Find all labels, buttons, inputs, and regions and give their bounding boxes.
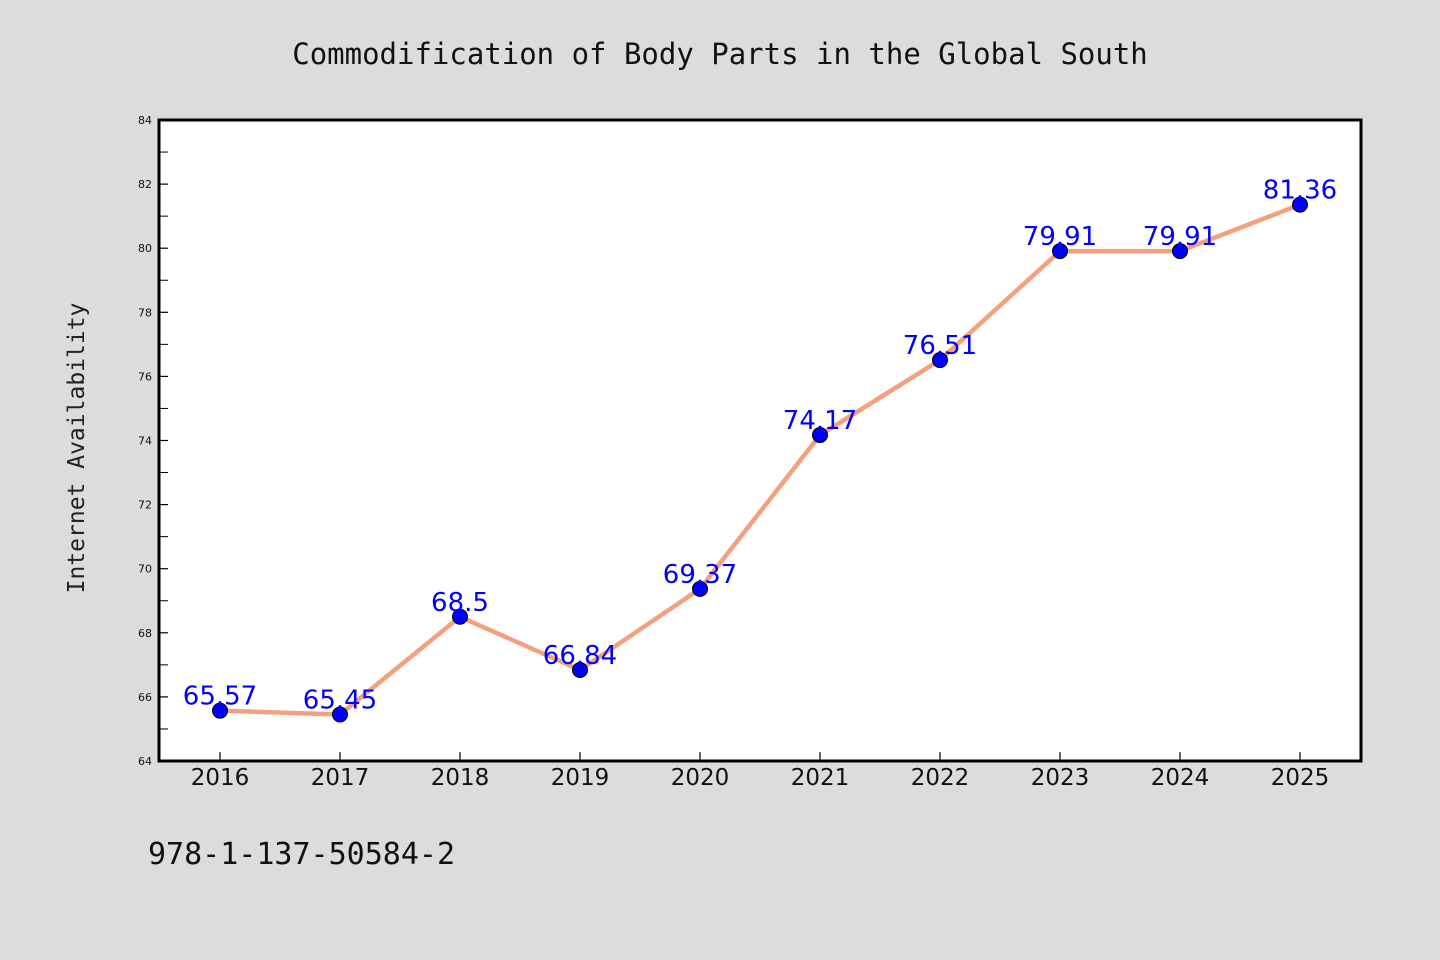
data-point-marker bbox=[1052, 243, 1068, 260]
x-tick-label: 2018 bbox=[431, 765, 490, 791]
x-tick-label: 2016 bbox=[191, 765, 250, 791]
data-point-marker bbox=[212, 702, 228, 719]
y-tick-label: 82 bbox=[138, 178, 152, 191]
x-tick-label: 2019 bbox=[551, 765, 610, 791]
data-label: 68.5 bbox=[431, 588, 489, 618]
data-label: 69.37 bbox=[663, 560, 737, 590]
data-label: 79.91 bbox=[1143, 222, 1217, 252]
series-line bbox=[219, 202, 1301, 717]
data-label: 65.57 bbox=[183, 682, 257, 712]
x-tick-label: 2023 bbox=[1031, 765, 1090, 791]
data-point-marker bbox=[1172, 243, 1188, 260]
data-labels: 65.57 65.45 68.5 66.84 69.37 74.17 76.51 79.91 7… bbox=[183, 176, 1337, 716]
y-tick-label: 78 bbox=[138, 306, 152, 319]
y-tick-label: 72 bbox=[138, 499, 152, 512]
y-axis: 64 66 68 70 72 74 76 78 80 82 84 bbox=[138, 114, 168, 768]
data-label: 81.36 bbox=[1263, 176, 1337, 206]
y-tick-label: 68 bbox=[138, 627, 152, 640]
y-tick-label: 76 bbox=[138, 370, 152, 383]
data-point-marker bbox=[1292, 196, 1308, 213]
y-tick-label: 70 bbox=[138, 563, 152, 576]
data-point-marker bbox=[572, 661, 588, 678]
plot-frame bbox=[157, 118, 1363, 763]
x-tick-label: 2025 bbox=[1271, 765, 1330, 791]
x-tick-label: 2017 bbox=[311, 765, 370, 791]
plot-area bbox=[159, 120, 1361, 761]
data-point-marker bbox=[812, 427, 828, 444]
data-point-marker bbox=[452, 608, 468, 625]
y-tick-label: 74 bbox=[138, 435, 152, 448]
x-tick-label: 2022 bbox=[911, 765, 970, 791]
data-point-marker bbox=[932, 352, 948, 369]
y-tick-label: 80 bbox=[138, 242, 152, 255]
y-axis-label: Internet Availability bbox=[64, 303, 90, 594]
x-axis: 2016 2017 2018 2019 2020 2021 2022 2023 2024 2025 bbox=[191, 752, 1330, 791]
y-tick-label: 66 bbox=[138, 691, 152, 704]
chart-title: Commodification of Body Parts in the Glo… bbox=[292, 37, 1148, 71]
data-label: 74.17 bbox=[783, 406, 857, 436]
y-tick-label: 84 bbox=[138, 114, 152, 127]
x-tick-label: 2021 bbox=[791, 765, 850, 791]
data-label: 65.45 bbox=[303, 686, 377, 716]
y-tick-label: 64 bbox=[138, 755, 152, 768]
data-label: 79.91 bbox=[1023, 222, 1097, 252]
x-tick-label: 2020 bbox=[671, 765, 730, 791]
data-label: 76.51 bbox=[903, 331, 977, 361]
x-tick-label: 2024 bbox=[1151, 765, 1210, 791]
data-label: 66.84 bbox=[543, 641, 617, 671]
data-point-marker bbox=[692, 580, 708, 597]
series-line-group bbox=[212, 196, 1308, 723]
data-point-marker bbox=[332, 706, 348, 723]
footnote-isbn: 978-1-137-50584-2 bbox=[148, 837, 455, 872]
